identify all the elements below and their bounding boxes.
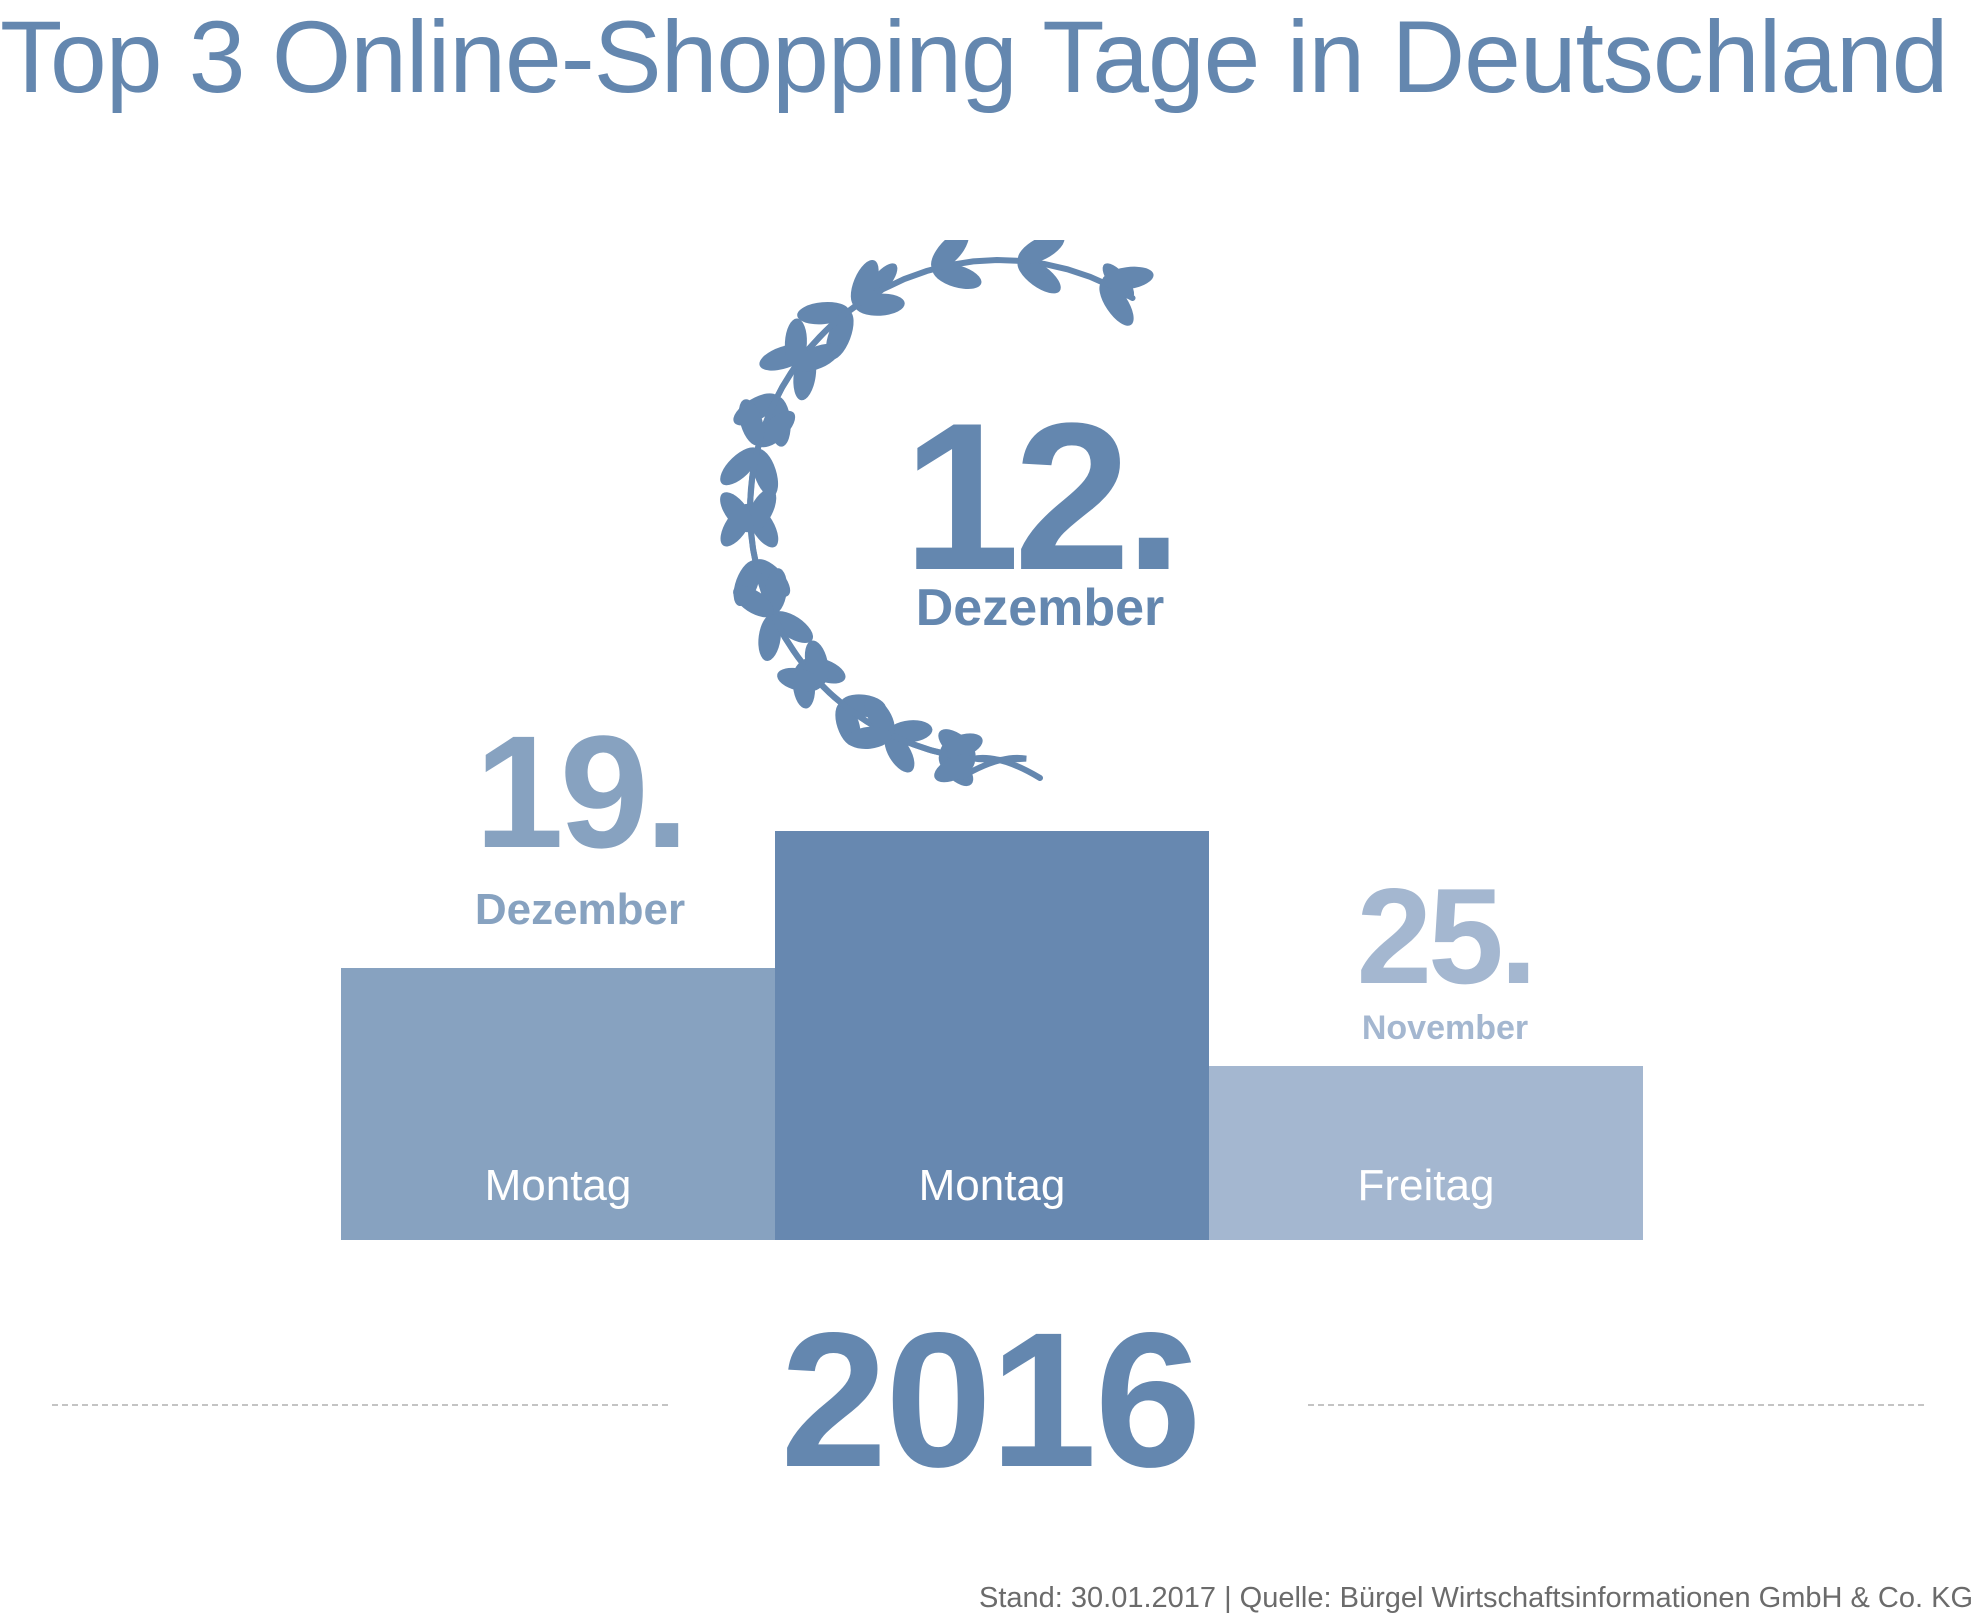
first-place-weekday: Montag xyxy=(918,1161,1066,1210)
second-place-weekday: Montag xyxy=(484,1161,632,1210)
laurel-leaf xyxy=(846,726,892,749)
second-place-month: Dezember xyxy=(474,885,686,934)
laurel-leaf xyxy=(784,318,807,368)
laurel-leaf xyxy=(777,667,822,692)
source-note: Stand: 30.01.2017 | Quelle: Bürgel Wirts… xyxy=(978,1582,1973,1614)
laurel-leaf xyxy=(758,614,781,661)
laurel-leaf xyxy=(884,732,915,773)
laurel-leaf xyxy=(752,448,779,497)
third-place-day: 25. xyxy=(1356,860,1537,1012)
laurel-leaf xyxy=(864,696,895,737)
laurel-leaf xyxy=(865,263,898,299)
podium-third-place: Freitag xyxy=(1209,1066,1643,1240)
divider-left xyxy=(52,1404,668,1406)
laurel-leaf xyxy=(938,729,976,762)
podium-first-place: Montag xyxy=(775,831,1209,1240)
laurel-leaf xyxy=(794,343,840,372)
laurel-leaf xyxy=(1102,263,1135,299)
third-place-weekday: Freitag xyxy=(1357,1161,1495,1210)
laurel-leaf xyxy=(931,240,969,271)
page-title: Top 3 Online-Shopping Tage in Deutschlan… xyxy=(0,0,1949,114)
divider-right xyxy=(1308,1404,1924,1406)
laurel-leaf xyxy=(850,260,879,307)
laurel-leaf xyxy=(1017,240,1065,265)
laurel-leaf xyxy=(738,399,765,446)
laurel-leaf xyxy=(720,492,754,533)
laurel-leaf xyxy=(747,488,777,532)
laurel-leaf xyxy=(720,447,760,486)
second-place-day: 19. xyxy=(474,702,689,881)
laurel-leaf xyxy=(756,410,796,448)
laurel-leaf xyxy=(771,611,814,644)
laurel-leaf xyxy=(733,585,774,618)
third-place-month: November xyxy=(1361,1009,1529,1047)
podium-second-place: Montag xyxy=(341,968,775,1240)
laurel-leaf xyxy=(1099,280,1134,326)
laurel-leaf xyxy=(932,263,982,290)
laurel-leaf xyxy=(934,754,975,783)
laurel-leaf xyxy=(1017,258,1061,294)
year-label: 2016 xyxy=(780,1292,1201,1507)
first-place-month: Dezember xyxy=(915,579,1165,637)
first-place-day: 12. xyxy=(903,379,1183,614)
laurel-wreath-icon xyxy=(720,240,1154,787)
